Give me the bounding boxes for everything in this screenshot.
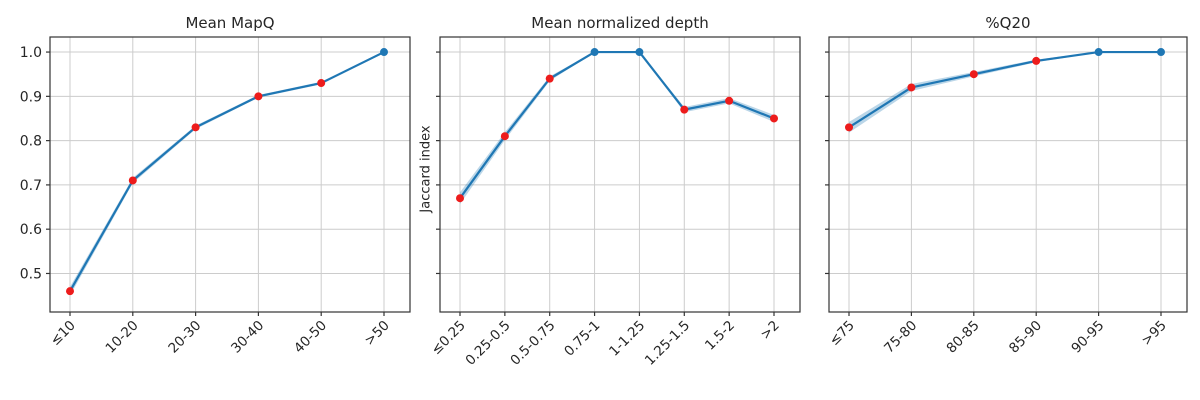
data-point-marker — [680, 105, 689, 114]
svg-text:0.5: 0.5 — [20, 266, 42, 282]
subplot-0: 0.5 0.6 0.7 0.8 0.9 1.0 ≤10 10-20 20-30 30-40 40-5… — [20, 36, 411, 357]
svg-text:>2: >2 — [757, 318, 782, 343]
x-tick-labels: ≤10 10-20 20-30 30-40 40-50 >50 — [47, 318, 392, 357]
data-point-marker — [590, 48, 599, 57]
data-point-marker — [1157, 48, 1165, 57]
tick-marks — [46, 51, 385, 316]
svg-text:1.25-1.5: 1.25-1.5 — [642, 318, 693, 369]
svg-text:0.9: 0.9 — [20, 89, 42, 105]
subplot-1: ≤0.250.25-0.50.5-0.75 0.75-1 1-1.251.25-1.… — [428, 36, 801, 369]
data-point-marker — [254, 92, 263, 101]
tick-marks — [436, 51, 775, 316]
confidence-band — [70, 51, 384, 296]
data-point-marker — [845, 123, 853, 132]
svg-text:85-90: 85-90 — [1006, 318, 1045, 357]
svg-text:1.0: 1.0 — [20, 45, 42, 61]
data-point-marker — [635, 48, 644, 57]
svg-text:>95: >95 — [1138, 318, 1169, 349]
svg-text:≤0.25: ≤0.25 — [428, 318, 469, 359]
data-point-marker — [456, 194, 464, 203]
data-point-marker — [500, 132, 509, 141]
x-tick-labels: ≤0.250.25-0.50.5-0.75 0.75-1 1-1.251.25-1.… — [428, 318, 783, 369]
svg-text:0.6: 0.6 — [20, 222, 42, 238]
data-point-marker — [380, 48, 388, 57]
svg-text:≤75: ≤75 — [826, 318, 857, 349]
data-point-marker — [1094, 48, 1103, 57]
svg-text:0.25-0.5: 0.25-0.5 — [462, 318, 513, 369]
confidence-band — [849, 51, 1161, 133]
chart-title-mean-normalized-depth: Mean normalized depth — [531, 14, 709, 32]
svg-text:1.5-2: 1.5-2 — [702, 318, 738, 354]
data-point-marker — [66, 287, 74, 296]
chart-title-mean-mapq: Mean MapQ — [185, 14, 275, 32]
data-point-marker — [770, 114, 778, 123]
svg-text:30-40: 30-40 — [228, 318, 267, 357]
svg-text:10-20: 10-20 — [103, 318, 142, 357]
svg-text:80-85: 80-85 — [944, 318, 983, 357]
gridlines — [50, 37, 410, 312]
gridlines — [440, 37, 800, 312]
axes-box — [828, 36, 1188, 313]
svg-text:0.8: 0.8 — [20, 134, 42, 150]
data-point-marker — [545, 74, 554, 83]
svg-text:0.5-0.75: 0.5-0.75 — [507, 318, 558, 369]
svg-text:90-95: 90-95 — [1068, 318, 1107, 357]
axes-box — [439, 36, 801, 313]
chart-title-pct-q20: %Q20 — [985, 14, 1031, 32]
data-point-marker — [969, 70, 978, 79]
subplot-2: ≤75 75-80 80-85 85-90 90-95 >95 — [825, 36, 1188, 357]
svg-text:0.7: 0.7 — [20, 178, 42, 194]
svg-text:0.75-1: 0.75-1 — [561, 318, 603, 360]
gridlines — [829, 37, 1187, 312]
x-tick-labels: ≤75 75-80 80-85 85-90 90-95 >95 — [826, 318, 1169, 357]
data-point-marker — [1032, 56, 1041, 65]
svg-text:40-50: 40-50 — [291, 318, 330, 357]
data-point-marker — [725, 96, 734, 105]
markers — [845, 48, 1165, 132]
series-line — [68, 50, 386, 293]
series-line — [847, 50, 1163, 129]
svg-text:20-30: 20-30 — [165, 318, 204, 357]
confidence-band — [460, 51, 774, 204]
markers — [66, 48, 388, 296]
data-point-marker — [191, 123, 200, 132]
y-tick-labels: 0.5 0.6 0.7 0.8 0.9 1.0 — [20, 45, 42, 282]
svg-text:75-80: 75-80 — [881, 318, 920, 357]
svg-text:>50: >50 — [361, 318, 392, 349]
markers — [456, 48, 778, 203]
svg-text:1-1.25: 1-1.25 — [606, 318, 648, 360]
data-point-marker — [317, 79, 326, 88]
data-point-marker — [128, 176, 137, 185]
tick-marks — [825, 51, 1162, 316]
axes-box — [49, 36, 411, 313]
svg-text:≤10: ≤10 — [47, 318, 78, 349]
data-point-marker — [907, 83, 916, 92]
series-line — [458, 50, 776, 200]
y-axis-label-jaccard-index: Jaccard index — [418, 125, 434, 213]
